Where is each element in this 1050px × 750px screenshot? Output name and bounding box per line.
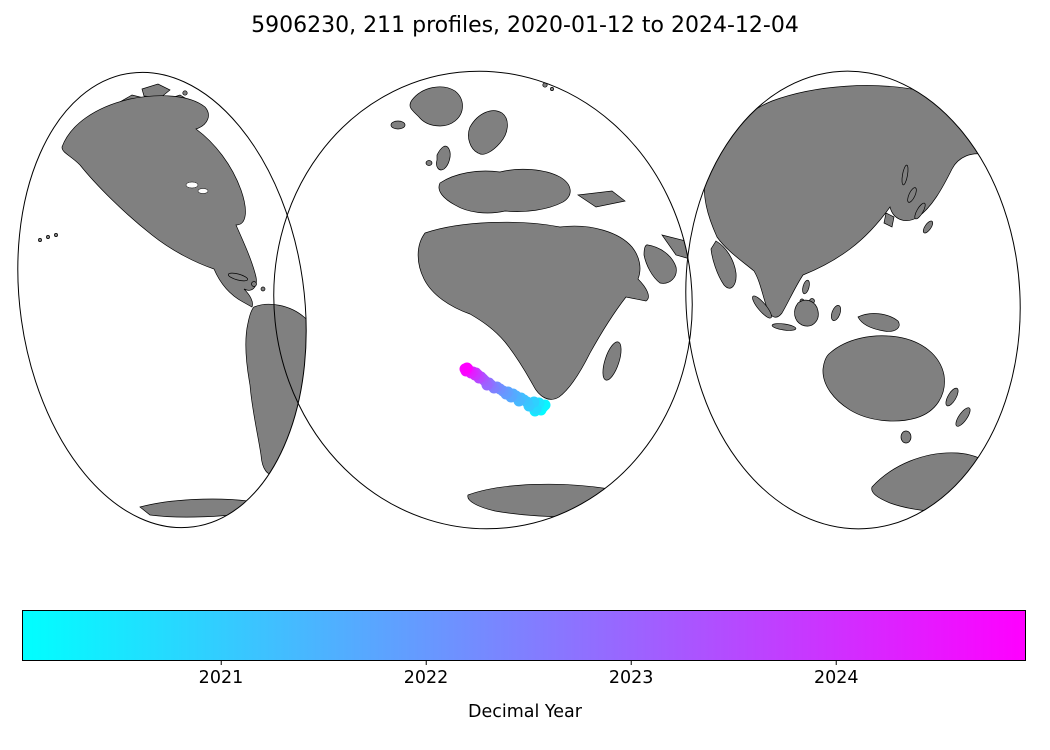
island-new-guinea [857,313,900,332]
island [914,202,926,220]
lobe-outline-central [273,70,693,530]
island-sumatra [752,295,772,319]
landmass-africa [417,221,649,400]
colorbar-tick: 2024 [814,661,859,688]
island [46,235,50,239]
island [802,279,810,295]
tick-mark [630,661,632,665]
colorbar [22,610,1026,661]
world-map [17,70,1021,530]
island-borneo [794,299,819,327]
island-tasmania [900,430,912,444]
great-lakes [185,181,209,194]
colorbar-tick: 2022 [403,661,449,688]
island-cuba [227,272,249,282]
land-west-lobe [38,83,326,518]
tick-mark [835,661,837,665]
island [38,238,42,242]
tick-mark [220,661,222,665]
tick-label: 2023 [608,668,654,688]
landmass-korea [883,212,895,228]
island [182,90,188,96]
lake [197,188,209,194]
island-sakhalin [901,164,909,186]
island [955,407,971,427]
lobe-outlines [17,70,1021,530]
new-zealand-islands [945,387,971,427]
indonesian-islands [752,295,900,332]
landmass-anatolia [577,190,626,208]
island-falklands [283,478,289,484]
island-java [771,323,797,331]
colorbar-tick: 2021 [198,661,244,688]
landmass-arabia [643,244,677,284]
landmass-scandinavia [468,110,508,155]
island-ireland [425,160,433,166]
island-iceland [390,120,406,130]
tick-label: 2021 [198,668,244,688]
island [945,387,959,407]
island-sulawesi [831,305,841,321]
tick-mark [425,661,427,665]
aleutian-islands [38,233,58,242]
lake [185,181,199,189]
landmass-asia [703,85,1000,318]
figure-title: 5906230, 211 profiles, 2020-01-12 to 202… [251,13,799,38]
colorbar-axis-label: Decimal Year [468,702,582,722]
colorbar-tick: 2023 [608,661,654,688]
island [54,233,58,237]
island-madagascar [602,341,622,381]
landmass-india-edge [710,240,737,289]
float-trajectory [459,362,551,417]
tick-label: 2022 [403,668,449,688]
tick-label: 2024 [813,668,859,688]
island-great-britain [436,145,451,171]
landmass-australia [822,335,945,422]
japan-islands [907,187,934,234]
profile-point [461,362,473,374]
lobe-outline-east [685,70,1021,530]
island [260,286,266,292]
island [907,187,917,203]
lobe-outline-west [17,71,307,529]
landmass-north-america [61,95,257,308]
caribbean-islands [227,272,266,292]
landmass-greenland [409,86,463,127]
island [251,281,257,287]
island [922,220,934,234]
island [141,83,171,99]
landmass-europe [438,168,571,214]
island [550,87,554,91]
